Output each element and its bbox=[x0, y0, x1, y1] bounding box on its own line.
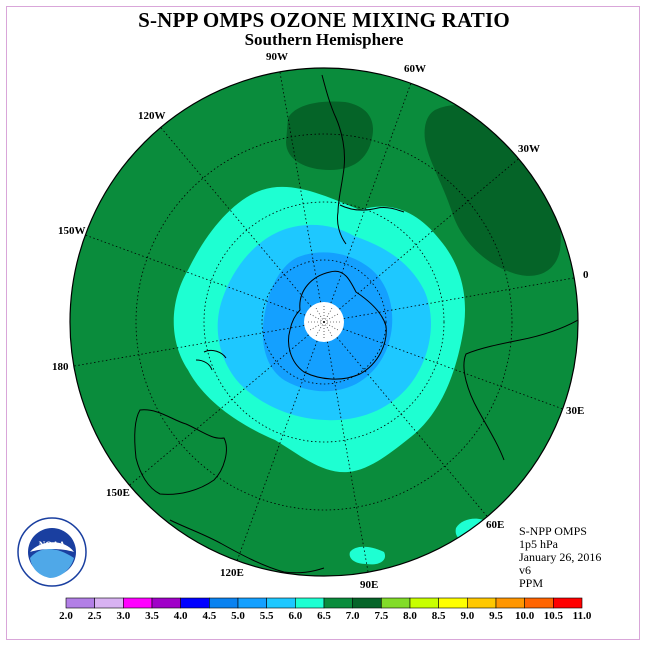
info-date: January 26, 2016 bbox=[519, 550, 602, 564]
colorbar-swatch bbox=[352, 597, 382, 609]
lon-label-60w: 60W bbox=[404, 63, 426, 75]
lon-label-90e: 90E bbox=[360, 579, 378, 591]
colorbar-label: 11.0 bbox=[573, 610, 592, 622]
colorbar-swatch bbox=[237, 597, 267, 609]
colorbar-swatch bbox=[381, 597, 411, 609]
colorbar-label: 4.5 bbox=[202, 610, 216, 622]
meridians bbox=[73, 71, 575, 573]
longitude-labels: 90W 60W 30W 0 30E 60E 90E 120E 150E 180 … bbox=[52, 51, 589, 591]
pole-grid-line bbox=[314, 306, 325, 323]
meridian-line bbox=[342, 328, 563, 410]
pole-grid-line bbox=[308, 312, 325, 323]
pole-grid-line bbox=[323, 321, 340, 332]
latitude-circle bbox=[135, 133, 513, 511]
info-product: S-NPP OMPS bbox=[519, 524, 587, 538]
lon-label-120w: 120W bbox=[138, 110, 166, 122]
coastline-antarctica bbox=[288, 270, 387, 380]
colorbar-label: 8.0 bbox=[403, 610, 417, 622]
latitude-circle bbox=[203, 201, 445, 443]
colorbar-label: 3.0 bbox=[116, 610, 130, 622]
colorbar-label: 2.0 bbox=[59, 610, 73, 622]
lon-label-30w: 30W bbox=[518, 143, 540, 155]
coastline-australia bbox=[134, 409, 227, 495]
lon-label-150w: 150W bbox=[58, 225, 86, 237]
lon-label-60e: 60E bbox=[486, 519, 504, 531]
latitude-circle bbox=[261, 259, 387, 385]
pole-grid-line bbox=[323, 321, 334, 338]
colorbar-label: 10.5 bbox=[544, 610, 564, 622]
colorbar-label: 7.5 bbox=[374, 610, 388, 622]
colorbar-swatch bbox=[151, 597, 181, 609]
meridian-line bbox=[339, 158, 519, 310]
noaa-logo: NOAA bbox=[17, 517, 87, 587]
colorbar-swatch bbox=[65, 597, 95, 609]
pole-grid-line bbox=[308, 321, 325, 332]
colorbar-swatch bbox=[295, 597, 325, 609]
colorbar-label: 10.0 bbox=[515, 610, 535, 622]
colorbar-label: 2.5 bbox=[88, 610, 102, 622]
meridian-line bbox=[160, 127, 312, 307]
lon-label-120e: 120E bbox=[220, 567, 244, 579]
meridian-line bbox=[330, 83, 412, 304]
colorbar-label: 5.5 bbox=[260, 610, 274, 622]
colorbar-swatch bbox=[467, 597, 497, 609]
colorbar-label: 9.0 bbox=[460, 610, 474, 622]
meridian-line bbox=[327, 341, 369, 573]
pole-grid-line bbox=[323, 312, 340, 323]
colorbar-swatch bbox=[323, 597, 353, 609]
map-subtitle: Southern Hemisphere bbox=[244, 30, 404, 49]
info-level: 1p5 hPa bbox=[519, 537, 558, 551]
colorbar-swatch bbox=[180, 597, 210, 609]
ozone-level-7-0-patch-1 bbox=[286, 101, 373, 170]
map-boundary bbox=[69, 67, 579, 577]
meridian-line bbox=[129, 334, 309, 486]
pole-grid-line bbox=[323, 306, 334, 323]
colorbar-swatch bbox=[409, 597, 439, 609]
lon-label-0: 0 bbox=[583, 269, 589, 281]
noaa-logo-text: NOAA bbox=[39, 540, 66, 550]
meridian-line bbox=[336, 337, 488, 517]
info-version: v6 bbox=[519, 563, 531, 577]
meridian-line bbox=[236, 340, 318, 561]
colorbar-label: 6.0 bbox=[288, 610, 302, 622]
map-title: S-NPP OMPS OZONE MIXING RATIO bbox=[138, 8, 510, 32]
lon-label-180: 180 bbox=[52, 361, 69, 373]
coastline-asia bbox=[169, 519, 325, 574]
colorbar-label: 7.0 bbox=[346, 610, 360, 622]
meridian-line bbox=[73, 325, 305, 367]
meridian-line bbox=[343, 277, 575, 319]
colorbar-label: 4.0 bbox=[174, 610, 188, 622]
colorbar-swatch bbox=[495, 597, 525, 609]
lon-label-150e: 150E bbox=[106, 487, 130, 499]
colorbar-label: 8.5 bbox=[432, 610, 446, 622]
colorbar-swatch bbox=[266, 597, 296, 609]
coastline-south-america bbox=[321, 74, 405, 245]
graticule bbox=[73, 71, 575, 573]
pole-grid bbox=[306, 304, 342, 340]
colorbar-swatch bbox=[524, 597, 554, 609]
colorbar-label: 6.5 bbox=[317, 610, 331, 622]
lon-label-30e: 30E bbox=[566, 405, 584, 417]
colorbar-swatch bbox=[438, 597, 468, 609]
meridian-line bbox=[85, 234, 306, 316]
meridian-line bbox=[279, 71, 321, 303]
colorbar-label: 3.5 bbox=[145, 610, 159, 622]
coastline-africa bbox=[463, 319, 578, 461]
colorbar-label: 5.0 bbox=[231, 610, 245, 622]
lon-label-90w: 90W bbox=[266, 51, 288, 63]
coastline-new-zealand bbox=[195, 349, 227, 371]
colorbar-label: 9.5 bbox=[489, 610, 503, 622]
info-block: S-NPP OMPS 1p5 hPa January 26, 2016 v6 P… bbox=[519, 525, 601, 590]
info-units: PPM bbox=[519, 576, 544, 590]
colorbar: 2.0 2.5 3.0 3.5 4.0 4.5 5.0 5.5 6.0 6.5 7.0 7.5 8.0 8… bbox=[59, 597, 592, 622]
ozone-level-6-0-patch-south bbox=[349, 546, 386, 565]
colorbar-swatch bbox=[94, 597, 124, 609]
figure-frame bbox=[6, 6, 640, 640]
colorbar-swatch bbox=[209, 597, 239, 609]
colorbar-swatch bbox=[553, 597, 583, 609]
colorbar-swatch bbox=[123, 597, 153, 609]
pole-grid-line bbox=[314, 321, 325, 338]
